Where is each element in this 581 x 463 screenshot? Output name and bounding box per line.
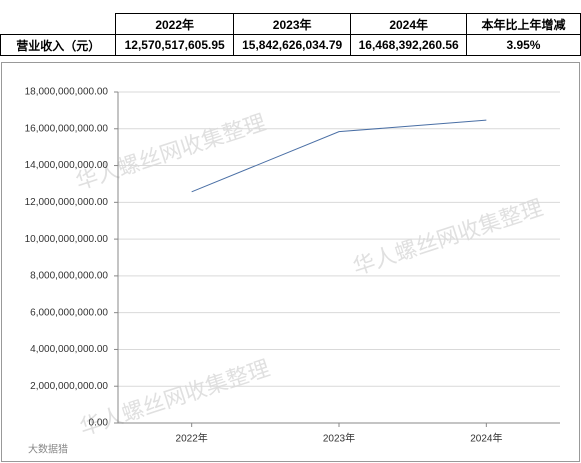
y-tick-label: 18,000,000,000.00 — [25, 87, 109, 98]
x-tick-label: 2024年 — [470, 432, 502, 445]
y-tick-label: 0.00 — [89, 418, 109, 429]
cell: 15,842,626,034.79 — [232, 34, 352, 56]
data-row: 营业收入（元） 12,570,517,605.95 15,842,626,034… — [0, 34, 581, 56]
x-tick-label: 2022年 — [176, 432, 208, 445]
row-label: 营业收入（元） — [0, 34, 117, 56]
logo-text: 大数据猎 — [28, 443, 68, 456]
cell: 3.95% — [465, 34, 581, 56]
watermark: 华人螺丝网收集整理 — [73, 110, 269, 195]
x-tick-label: 2023年 — [323, 432, 355, 445]
line-series — [191, 119, 487, 193]
y-tick-label: 8,000,000,000.00 — [30, 271, 108, 282]
header-cell: 本年比上年增减 — [465, 13, 581, 35]
cell: 12,570,517,605.95 — [115, 34, 234, 56]
y-tick-label: 2,000,000,000.00 — [30, 381, 108, 392]
y-tick-label: 12,000,000,000.00 — [25, 197, 109, 208]
y-tick-label: 4,000,000,000.00 — [30, 344, 108, 355]
watermark: 华人螺丝网收集整理 — [350, 195, 546, 280]
y-tick-label: 14,000,000,000.00 — [25, 160, 109, 171]
data-table: 2022年 2023年 2024年 本年比上年增减 营业收入（元） 12,570… — [0, 13, 581, 56]
cell: 16,468,392,260.56 — [350, 34, 467, 56]
y-tick-label: 6,000,000,000.00 — [30, 307, 108, 318]
y-tick-label: 16,000,000,000.00 — [25, 123, 109, 134]
y-tick-label: 10,000,000,000.00 — [25, 234, 109, 245]
chart-frame — [1, 62, 580, 462]
